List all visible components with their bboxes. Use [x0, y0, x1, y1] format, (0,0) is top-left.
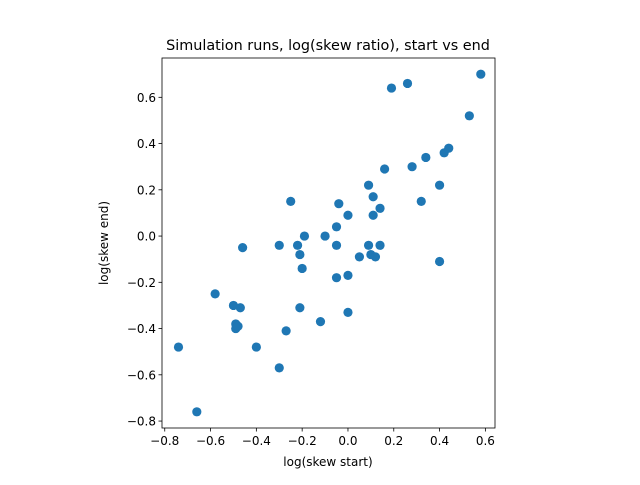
x-axis: −0.8 −0.6 −0.4 −0.2 0.0 0.2 0.4 0.6: [150, 428, 495, 448]
data-point: [299, 231, 310, 241]
data-point: [363, 240, 374, 250]
x-axis-label: log(skew start): [283, 455, 372, 469]
data-point: [343, 307, 353, 317]
data-point: [407, 162, 417, 172]
y-axis-label: log(skew end): [97, 201, 111, 285]
data-point: [421, 152, 431, 163]
x-tick-label: 0.2: [384, 434, 403, 448]
axes-frame: [161, 57, 496, 429]
data-point: [363, 180, 374, 190]
y-tick-label: −0.6: [127, 368, 156, 382]
data-point: [354, 252, 365, 262]
data-point: [295, 303, 305, 313]
data-point: [281, 326, 291, 336]
y-tick-label: −0.8: [127, 415, 156, 429]
data-point: [274, 240, 284, 250]
data-point: [315, 317, 326, 327]
data-point: [444, 143, 454, 153]
plot-area: [161, 57, 496, 429]
data-point: [343, 210, 353, 220]
data-point: [292, 240, 303, 250]
x-tick-label: −0.8: [150, 434, 179, 448]
data-points: [173, 69, 486, 417]
x-tick-label: −0.6: [196, 434, 225, 448]
data-point: [370, 252, 381, 262]
data-point: [192, 407, 202, 417]
x-tick-label: 0.0: [338, 434, 357, 448]
x-tick-label: 0.4: [430, 434, 449, 448]
data-point: [375, 203, 385, 213]
y-tick-label: 0.4: [137, 137, 156, 151]
y-tick-label: 0.0: [137, 230, 156, 244]
data-point: [238, 243, 248, 253]
data-point: [386, 83, 397, 93]
data-point: [286, 196, 296, 206]
y-tick-label: 0.6: [137, 91, 156, 105]
data-point: [375, 240, 385, 250]
data-point: [331, 222, 342, 232]
y-axis: −0.8 −0.6 −0.4 −0.2 0.0 0.2 0.4 0.6: [127, 91, 162, 429]
y-tick-label: 0.2: [137, 183, 156, 197]
data-point: [233, 321, 243, 331]
x-tick-label: 0.6: [476, 434, 495, 448]
data-point: [343, 270, 353, 280]
data-point: [476, 69, 486, 79]
data-point: [464, 111, 474, 121]
data-point: [416, 196, 426, 206]
data-point: [331, 240, 342, 250]
y-tick-label: −0.4: [127, 322, 156, 336]
data-point: [297, 263, 307, 274]
x-tick-label: −0.4: [242, 434, 271, 448]
data-point: [434, 256, 445, 267]
data-point: [331, 273, 342, 283]
data-point: [368, 192, 378, 202]
x-tick-label: −0.2: [288, 434, 317, 448]
data-point: [274, 363, 284, 373]
data-point: [402, 78, 413, 89]
chart-title: Simulation runs, log(skew ratio), start …: [166, 38, 490, 54]
data-point: [210, 289, 220, 299]
data-point: [334, 199, 344, 209]
data-point: [368, 210, 378, 220]
data-point: [235, 303, 245, 313]
data-point: [173, 342, 184, 352]
data-point: [295, 249, 305, 260]
data-point: [320, 231, 330, 241]
data-point: [380, 164, 390, 174]
data-point: [434, 180, 445, 190]
y-tick-label: −0.2: [127, 276, 156, 290]
data-point: [251, 342, 261, 352]
